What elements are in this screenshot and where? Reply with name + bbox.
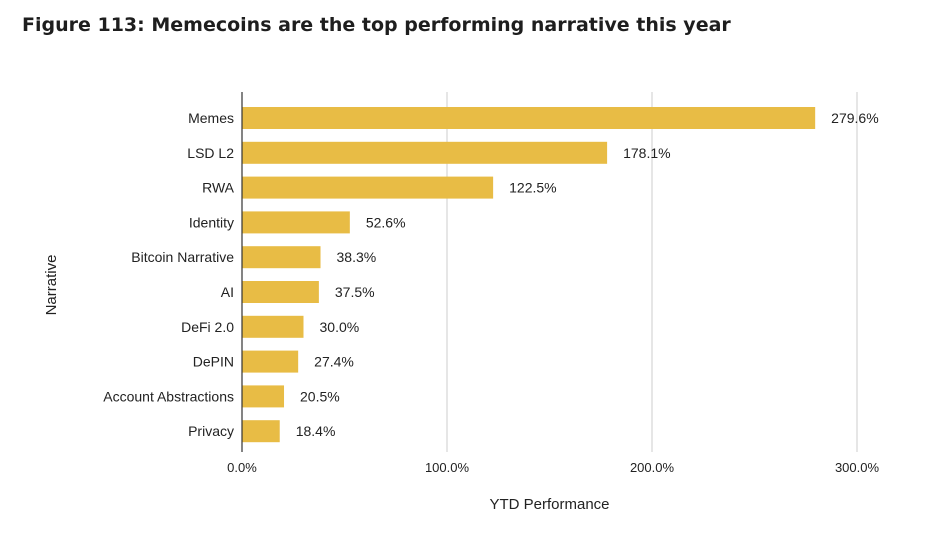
data-label: 30.0% (320, 319, 360, 335)
category-label: Identity (189, 214, 234, 230)
category-label: Bitcoin Narrative (131, 249, 234, 265)
category-label: AI (221, 284, 234, 300)
x-tick-label: 0.0% (227, 460, 257, 475)
data-label: 37.5% (335, 284, 375, 300)
category-label: DePIN (193, 354, 234, 370)
y-axis-title: Narrative (43, 255, 60, 316)
bar (242, 315, 304, 338)
data-label: 20.5% (300, 388, 340, 404)
figure-title: Figure 113: Memecoins are the top perfor… (22, 14, 731, 36)
bar (242, 281, 319, 303)
x-tick-label: 300.0% (835, 460, 880, 475)
x-axis-title: YTD Performance (489, 496, 609, 513)
labels: 0.0% 100.0% 200.0% 300.0% Memes 279.6% LSD L2 1… (103, 110, 879, 475)
category-label: Memes (188, 110, 234, 126)
bar (242, 211, 350, 234)
data-label: 178.1% (623, 145, 670, 161)
data-label: 27.4% (314, 354, 354, 370)
bar (242, 420, 280, 443)
data-label: 38.3% (337, 249, 377, 265)
bar (242, 385, 285, 408)
bar (242, 176, 494, 199)
bar (242, 350, 299, 373)
category-label: RWA (202, 180, 235, 196)
category-label: Account Abstractions (103, 388, 234, 404)
data-label: 52.6% (366, 214, 406, 230)
data-label: 279.6% (831, 110, 878, 126)
bar (242, 246, 321, 269)
bar (242, 107, 816, 129)
bar (242, 141, 608, 164)
category-label: LSD L2 (187, 145, 234, 161)
category-label: Privacy (188, 423, 234, 439)
data-label: 18.4% (296, 423, 336, 439)
bars (242, 107, 816, 443)
x-tick-label: 100.0% (425, 460, 470, 475)
x-tick-label: 200.0% (630, 460, 675, 475)
category-label: DeFi 2.0 (181, 319, 234, 335)
data-label: 122.5% (509, 180, 556, 196)
